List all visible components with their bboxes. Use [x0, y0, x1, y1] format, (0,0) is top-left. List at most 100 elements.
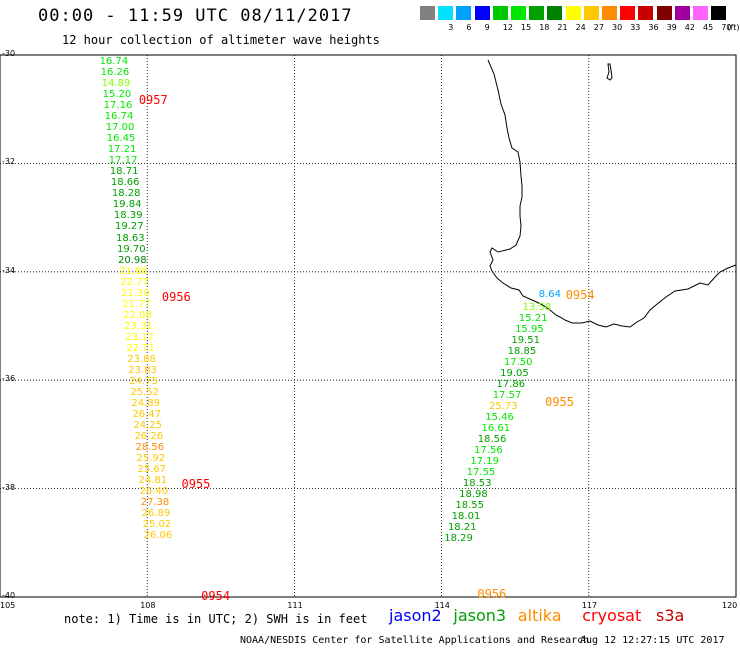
note-text: note: 1) Time is in UTC; 2) SWH is in fe…: [64, 612, 368, 626]
wave-height-label: 17.16: [103, 100, 133, 112]
wave-height-label: 18.56: [477, 434, 507, 446]
scale-swatch: [656, 6, 672, 20]
wave-height-label: 18.29: [444, 533, 473, 545]
wave-height-label: 16.26: [100, 67, 130, 79]
wave-height-label: 18.55: [455, 500, 485, 512]
wave-height-label: 19.51: [511, 335, 540, 347]
wave-height-label: 16.45: [106, 133, 136, 145]
scale-swatch: [492, 6, 508, 20]
scale-swatch: [583, 6, 599, 20]
wave-height-label: 19.84: [112, 199, 142, 211]
wave-height-label: 18.39: [113, 210, 143, 222]
scale-label: 18: [539, 23, 550, 32]
lat-tick-label: -38: [2, 482, 16, 492]
lon-tick-label: 108: [140, 601, 156, 610]
scale-swatch: [511, 6, 526, 20]
wave-height-label: 26.47: [132, 408, 162, 420]
scale-swatch: [547, 6, 563, 20]
wave-height-label: 23.83: [128, 364, 157, 376]
wave-height-label: 18.85: [507, 346, 537, 358]
wave-height-label: 25.52: [130, 386, 159, 398]
wave-height-label: 23.17: [125, 331, 154, 343]
wave-height-label: 17.17: [108, 155, 138, 167]
scale-label: 45: [703, 23, 714, 32]
wave-height-label: 18.66: [110, 177, 140, 189]
wave-height-label: 14.89: [101, 78, 131, 90]
wave-height-label: 22.71: [126, 342, 155, 354]
scale-swatch: [456, 6, 472, 20]
wave-height-label: 15.21: [518, 313, 548, 325]
island-outline: [606, 63, 613, 81]
scale-label: 12: [502, 23, 513, 32]
wave-height-label: 26.26: [134, 431, 164, 443]
wave-height-label: 22.08: [123, 309, 152, 321]
footer-credit: NOAA/NESDIS Center for Satellite Applica…: [240, 635, 590, 646]
page-subtitle: 12 hour collection of altimeter wave hei…: [62, 33, 380, 47]
wave-height-label: 15.95: [515, 324, 544, 336]
scale-swatch: [565, 6, 581, 20]
lat-tick-label: -36: [2, 374, 16, 384]
wave-height-label: 17.00: [105, 122, 135, 134]
wave-height-label: 16.74: [99, 56, 129, 68]
wave-height-label: 23.31: [124, 320, 153, 332]
wave-height-label: 17.86: [496, 379, 526, 391]
scale-swatch: [711, 6, 727, 20]
page-title: 00:00 - 11:59 UTC 08/11/2017: [38, 6, 353, 26]
scale-label: 3: [448, 23, 454, 32]
wave-height-label: 18.71: [109, 166, 139, 178]
lon-tick-label: 105: [0, 601, 16, 610]
pass-time-label: 0956: [161, 290, 191, 305]
scale-swatch: [438, 6, 454, 20]
scale-unit: (ft): [727, 23, 740, 32]
wave-height-label: 16.74: [104, 111, 134, 123]
lat-tick-label: -32: [2, 157, 16, 167]
scale-swatch: [420, 6, 435, 20]
scale-label: 33: [630, 23, 641, 32]
wave-height-label: 18.98: [459, 489, 488, 501]
scale-label: 21: [557, 23, 568, 32]
pass-time-label: 0955: [181, 476, 211, 491]
scale-label: 27: [593, 23, 604, 32]
wave-height-label: 18.63: [115, 232, 145, 244]
scale-swatch: [474, 6, 490, 20]
wave-height-label: 26.40: [139, 486, 169, 498]
wave-height-label: 18.01: [451, 511, 481, 523]
legend-cryosat: cryosat: [582, 606, 642, 625]
footer-date: Aug 12 12:27:15 UTC 2017: [580, 635, 725, 646]
lat-tick-label: -34: [2, 265, 16, 275]
wave-height-label: 20.98: [118, 254, 147, 266]
wave-height-label: 24.75: [129, 375, 158, 387]
wave-height-label: 17.50: [503, 357, 533, 369]
scale-label: 9: [484, 23, 490, 32]
wave-height-label: 19.27: [114, 221, 144, 233]
wave-height-label: 18.28: [111, 188, 141, 200]
wave-height-label: 25.92: [136, 453, 166, 465]
scale-swatch: [602, 6, 617, 20]
legend-jason3: jason3: [453, 606, 507, 625]
legend-jason2: jason2: [389, 606, 442, 625]
lat-tick-label: -40: [2, 591, 16, 600]
scale-label: 15: [521, 23, 532, 32]
wave-height-label: 25.67: [137, 464, 167, 476]
wave-height-label: 22.77: [120, 276, 149, 288]
pass-time-label: 0954: [201, 588, 231, 603]
lon-tick-label: 114: [434, 601, 450, 610]
scale-label: 39: [666, 23, 677, 32]
scale-label: 24: [575, 23, 586, 32]
lon-tick-label: 117: [581, 601, 598, 610]
wave-height-label: 23.88: [127, 353, 156, 365]
wave-height-label: 18.21: [447, 522, 477, 534]
wave-height-label: 17.56: [474, 445, 503, 457]
scale-label: 30: [612, 23, 623, 32]
wave-height-label: 17.55: [466, 467, 496, 479]
pass-time-label: 0957: [138, 92, 168, 107]
wave-height-label: 19.70: [117, 243, 146, 255]
scale-label: 42: [684, 23, 695, 32]
wave-height-label: 25.73: [488, 401, 518, 413]
legend-altika: altika: [517, 606, 562, 625]
scale-swatch: [674, 6, 690, 20]
scale-label: 70: [721, 23, 732, 32]
wave-height-label: 18.53: [462, 478, 492, 490]
wave-height-label: 13.58: [522, 302, 552, 314]
wave-height-label: 24.25: [133, 420, 163, 432]
